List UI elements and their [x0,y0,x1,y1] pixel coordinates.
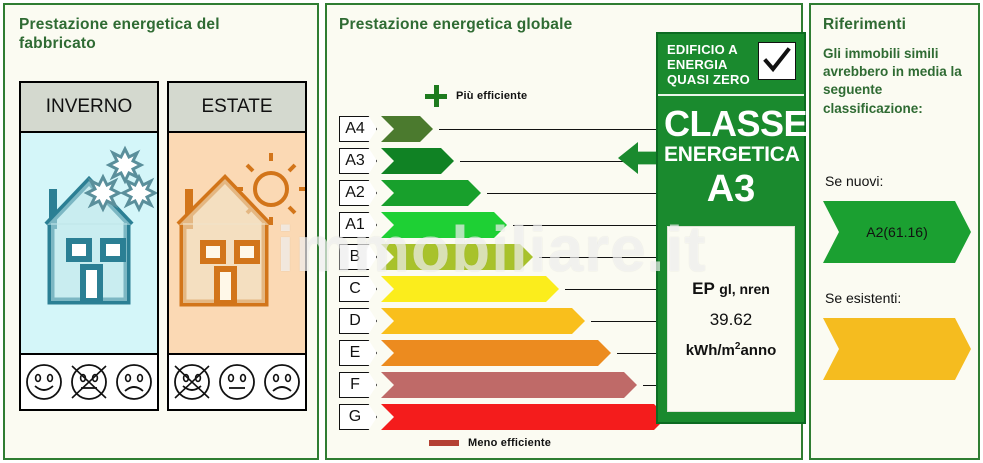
ep-unit-prefix: kWh/m [685,342,735,360]
season-faces-estate [167,355,307,411]
energy-class-label: A1 [345,216,365,233]
nzeb-label: EDIFICIO A ENERGIA QUASI ZERO [667,42,750,88]
energy-class-label: A4 [345,120,365,137]
ep-title: EP gl, nren [692,279,770,299]
sad-face-icon [262,362,302,402]
energy-class-bar [381,276,559,302]
check-icon [763,47,791,73]
energy-class-row: G [339,401,794,433]
ep-unit: kWh/m2anno [686,341,777,359]
energy-class-tag: B [339,244,377,270]
least-efficient-legend: Meno efficiente [429,437,551,449]
energy-class-row: C [339,273,794,305]
energy-class-label: D [349,312,361,329]
references-panel: Riferimenti Gli immobili simili avrebber… [809,3,980,460]
energy-class-bar [381,212,507,238]
season-grid: INVERNO [19,81,307,411]
reference-new-arrow: A2(61.16) [823,201,971,263]
energy-class-row: B [339,241,794,273]
neutral-face-icon-crossed [69,362,109,402]
energy-class-bar [381,116,433,142]
nzeb-row: EDIFICIO A ENERGIA QUASI ZERO [658,34,804,97]
season-title-inverno: INVERNO [19,81,159,133]
energy-class-label: A2 [345,184,365,201]
energy-class-bar [381,404,667,430]
energy-class-tag: A4 [339,116,377,142]
neutral-face-icon [217,362,257,402]
minus-icon [429,440,459,446]
house-snowflakes-icon [19,133,159,355]
energy-class-row: E [339,337,794,369]
energy-class-label: E [349,344,361,361]
energy-class-bar [381,180,481,206]
energy-class-tag: A1 [339,212,377,238]
sad-face-icon [114,362,154,402]
reference-existing-arrow [823,318,971,380]
plus-icon [425,85,447,107]
energy-class-row: A4 [339,113,794,145]
energy-class-tag: C [339,276,377,302]
energy-class-label: A3 [345,152,365,169]
building-panel-title: Prestazione energetica del fabbricato [19,16,220,53]
reference-existing-label: Se esistenti: [825,290,902,306]
happy-face-icon [24,362,64,402]
energy-class-tag: D [339,308,377,334]
classe-value: A3 [706,168,756,211]
season-column-estate: ESTATE [167,81,307,411]
ep-title-main: EP [692,279,715,299]
ep-unit-exponent: 2 [734,341,741,353]
classe-word: CLASSE [664,103,808,145]
energy-class-tag: F [339,372,377,398]
season-title-estate: ESTATE [167,81,307,133]
global-panel-title: Prestazione energetica globale [339,16,573,33]
season-faces-inverno [19,355,159,411]
house-sun-icon [167,133,307,355]
energy-class-tag: E [339,340,377,366]
energy-class-tag: G [339,404,377,430]
energy-class-box: EDIFICIO A ENERGIA QUASI ZERO CLASSE ENE… [656,32,808,424]
nzeb-checkbox[interactable] [758,42,796,80]
energy-class-label: F [350,376,360,393]
season-column-inverno: INVERNO [19,81,159,411]
energy-class-bar [381,308,585,334]
energy-class-row: A2 [339,177,794,209]
happy-face-icon-crossed [172,362,212,402]
classe-sub: ENERGETICA [664,143,800,167]
ep-title-sub: gl, nren [719,281,770,298]
references-title: Riferimenti [823,16,907,33]
energy-class-leader-line [487,192,790,194]
energy-class-tag: A3 [339,148,377,174]
energy-class-label: B [349,248,361,265]
energy-class-leader-line [513,224,790,226]
references-description: Gli immobili simili avrebbero in media l… [823,46,962,116]
energy-class-leader-line [439,128,790,130]
energy-class-label: C [349,280,361,297]
energy-class-row: A1 [339,209,794,241]
energy-class-tag: A2 [339,180,377,206]
most-efficient-legend: Più efficiente [425,85,527,107]
reference-new-label: Se nuovi: [825,173,884,189]
classe-energetica-block: CLASSE ENERGETICA A3 [658,96,808,218]
ep-card: EP gl, nren 39.62 kWh/m2anno [667,226,795,412]
energy-class-bar [381,340,611,366]
energy-class-bar [381,244,533,270]
energy-class-label: G [348,408,362,425]
ep-unit-suffix: anno [740,342,777,360]
least-efficient-label: Meno efficiente [468,437,552,449]
building-performance-panel: Prestazione energetica del fabbricato IN… [3,3,319,460]
ep-value: 39.62 [709,310,753,330]
most-efficient-label: Più efficiente [456,90,528,102]
energy-class-row: F [339,369,794,401]
energy-class-bar [381,372,637,398]
energy-class-bar [381,148,454,174]
